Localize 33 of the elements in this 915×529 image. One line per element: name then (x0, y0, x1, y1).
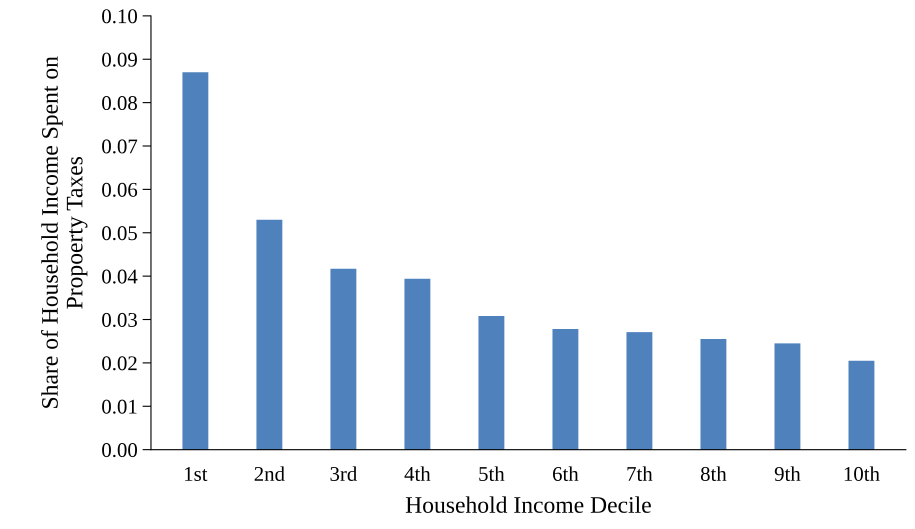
bar (256, 220, 282, 450)
x-tick-label: 3rd (330, 466, 358, 481)
bar (552, 329, 578, 450)
y-axis-title: Share of Household Income Spent on Propoerty Taxes (41, 56, 88, 408)
y-tick-label: 0.10 (102, 9, 137, 24)
y-tick-label: 0.09 (102, 52, 137, 67)
bar (848, 360, 874, 450)
y-tick-label: 0.07 (102, 139, 138, 154)
x-tick-label: 9th (774, 466, 800, 481)
y-tick-label: 0.04 (102, 270, 138, 284)
y-tick-label: 0.02 (102, 356, 137, 370)
y-tick-label: 0.05 (102, 226, 137, 240)
x-tick-label: 5th (479, 466, 504, 481)
x-tick-label: 10th (844, 466, 880, 481)
bar (774, 343, 800, 450)
y-tick-label: 0.06 (102, 182, 138, 197)
y-tick-label: 0.08 (102, 96, 137, 110)
x-tick-label: 8th (700, 466, 726, 481)
bar (626, 332, 652, 450)
bar (478, 316, 504, 450)
y-tick-label: 0.00 (102, 443, 137, 458)
x-tick-label: 6th (553, 466, 578, 481)
bar (182, 72, 208, 450)
x-axis-title: Household Income Decile (406, 496, 651, 513)
x-tick-label: 7th (627, 466, 652, 481)
y-tick-label: 0.03 (102, 312, 137, 328)
x-tick-label: 2nd (254, 466, 285, 481)
x-tick-label: 4th (404, 466, 430, 481)
y-tick-label: 0.01 (102, 400, 137, 414)
bar (330, 268, 356, 450)
x-tick-label: 1st (185, 467, 208, 481)
bar (404, 278, 430, 450)
bar (700, 339, 726, 450)
